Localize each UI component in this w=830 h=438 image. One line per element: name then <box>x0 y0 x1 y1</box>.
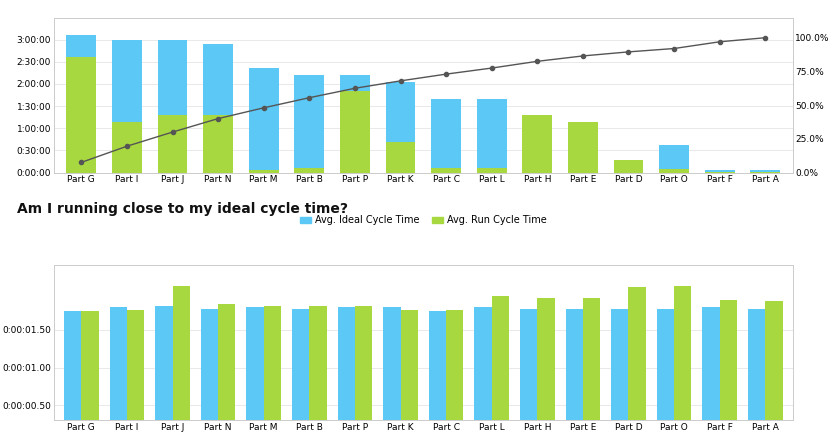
Cumulative Percent <box>213 116 223 121</box>
Cumulative Percent <box>396 78 406 84</box>
Bar <box>158 40 188 115</box>
Bar <box>127 310 144 438</box>
Bar <box>432 168 461 173</box>
Bar <box>611 309 628 438</box>
Bar <box>383 307 401 438</box>
Cumulative Percent <box>486 65 496 71</box>
Bar <box>477 168 506 173</box>
Bar <box>748 309 765 438</box>
Bar <box>386 141 415 173</box>
Bar <box>340 91 369 173</box>
Bar <box>158 115 188 173</box>
Cumulative Percent <box>532 59 542 64</box>
Bar <box>64 311 81 438</box>
Cumulative Percent <box>350 86 360 91</box>
Bar <box>401 310 417 438</box>
Cumulative Percent <box>168 130 178 135</box>
Bar <box>537 298 554 438</box>
Bar <box>750 170 780 172</box>
Cumulative Percent <box>441 71 451 77</box>
Bar <box>583 298 600 438</box>
Bar <box>173 286 190 438</box>
Bar <box>659 169 689 173</box>
Bar <box>705 172 735 173</box>
Line: Cumulative Percent: Cumulative Percent <box>79 35 768 165</box>
Bar <box>750 172 780 173</box>
Cumulative Percent <box>578 53 588 59</box>
Bar <box>477 99 506 168</box>
Cumulative Percent <box>305 95 315 100</box>
Cumulative Percent <box>76 160 86 165</box>
Bar <box>247 307 264 438</box>
Bar <box>520 309 537 438</box>
Bar <box>310 306 327 438</box>
Bar <box>657 309 674 438</box>
Bar <box>112 40 142 122</box>
Cumulative Percent <box>715 39 725 44</box>
Bar <box>491 297 509 438</box>
Bar <box>110 307 127 438</box>
Bar <box>446 310 463 438</box>
Bar <box>720 300 737 438</box>
Bar <box>295 168 325 173</box>
Cumulative Percent <box>623 49 633 54</box>
Bar <box>155 306 173 438</box>
Cumulative Percent <box>259 105 269 110</box>
Bar <box>628 287 646 438</box>
Cumulative Percent <box>760 35 770 40</box>
Bar <box>249 68 279 170</box>
Bar <box>201 309 218 438</box>
Bar <box>218 304 236 438</box>
Cumulative Percent <box>122 144 132 149</box>
Bar <box>765 301 783 438</box>
Bar <box>203 115 233 173</box>
Bar <box>66 57 96 173</box>
Bar <box>386 82 415 141</box>
Bar <box>429 311 446 438</box>
Bar <box>613 160 643 173</box>
Legend: Avg. Ideal Cycle Time, Avg. Run Cycle Time: Avg. Ideal Cycle Time, Avg. Run Cycle Ti… <box>296 212 550 229</box>
Bar <box>66 35 96 57</box>
Bar <box>338 307 355 438</box>
Text: Am I running close to my ideal cycle time?: Am I running close to my ideal cycle tim… <box>17 202 348 216</box>
Bar <box>702 307 720 438</box>
Bar <box>568 122 598 173</box>
Bar <box>264 306 281 438</box>
Bar <box>355 306 372 438</box>
Bar <box>81 311 99 438</box>
Bar <box>295 75 325 168</box>
Bar <box>674 286 691 438</box>
Cumulative Percent <box>669 46 679 51</box>
Bar <box>432 99 461 168</box>
Bar <box>249 170 279 173</box>
Bar <box>705 170 735 172</box>
Bar <box>112 122 142 173</box>
Bar <box>340 75 369 91</box>
Bar <box>522 115 552 173</box>
Bar <box>565 309 583 438</box>
Bar <box>659 145 689 169</box>
Bar <box>203 44 233 115</box>
Bar <box>475 307 491 438</box>
Bar <box>292 309 310 438</box>
